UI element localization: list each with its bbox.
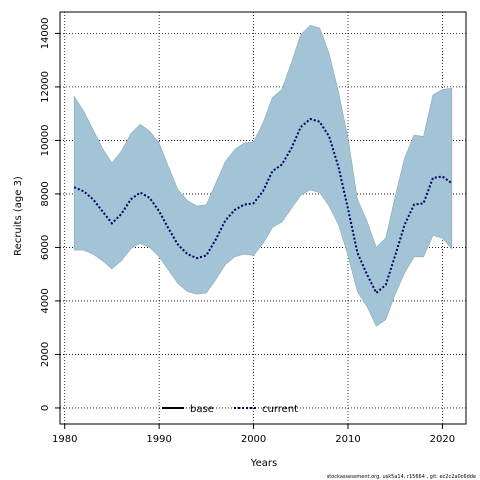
y-tick-label: 12000 xyxy=(40,71,51,103)
legend-label-base: base xyxy=(190,404,214,415)
series-line-current xyxy=(73,117,453,295)
x-tick-label: 1980 xyxy=(52,434,77,445)
y-tick-label: 2000 xyxy=(40,342,51,367)
confidence-band xyxy=(73,25,453,327)
series-layer xyxy=(73,117,453,295)
confidence-band-layer xyxy=(73,25,453,327)
axis-layer: 1980 1990 2000 2010 2020 0 2000 4000 6000 8000 100… xyxy=(40,17,455,445)
y-tick-label: 4000 xyxy=(40,288,51,313)
y-tick-label: 0 xyxy=(40,405,51,411)
x-tick-label: 1990 xyxy=(146,434,171,445)
y-tick-label: 6000 xyxy=(40,235,51,260)
footer-credit: stockassessment.org, usk5a14, r15664 , g… xyxy=(327,474,476,480)
plot-frame xyxy=(59,11,467,425)
legend: base current xyxy=(162,404,298,415)
y-tick-label: 8000 xyxy=(40,181,51,206)
x-tick-label: 2000 xyxy=(241,434,266,445)
y-axis-title: Recruits (age 3) xyxy=(13,176,24,256)
x-tick-label: 2010 xyxy=(335,434,360,445)
y-tick-label: 10000 xyxy=(40,125,51,157)
x-axis-title: Years xyxy=(250,458,277,469)
legend-label-current: current xyxy=(262,404,298,415)
y-tick-label: 14000 xyxy=(40,17,51,49)
x-tick-label: 2020 xyxy=(430,434,455,445)
